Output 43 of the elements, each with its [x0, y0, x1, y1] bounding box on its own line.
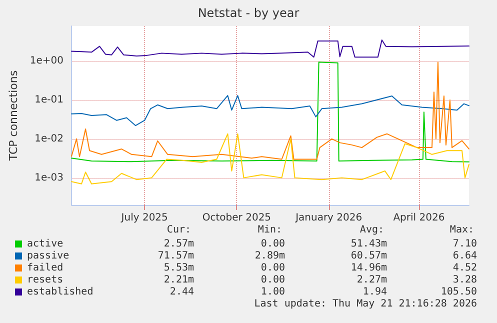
text: 2.89m: [254, 250, 286, 262]
x-tick-label: October 2025: [202, 212, 272, 224]
text: 4.52: [452, 262, 478, 274]
text: 6.64: [452, 250, 478, 262]
text: 3.28: [452, 274, 478, 286]
legend-label: failed: [27, 262, 64, 274]
y-tick-label: 1e-01: [34, 94, 64, 106]
text: Avg:: [360, 224, 384, 236]
text: Cur:: [166, 224, 192, 236]
y-tick-label: 1e-03: [34, 172, 64, 184]
text: 0.00: [260, 238, 286, 250]
text: 51.43m: [350, 238, 387, 250]
chart-title: Netstat - by year: [198, 6, 300, 20]
line-series: [71, 95, 470, 126]
y-tick-label: 1e+00: [30, 56, 64, 67]
text: 0.00: [260, 262, 286, 274]
legend-label: passive: [27, 250, 70, 262]
line-series: [71, 39, 470, 58]
text: 2.57m: [164, 238, 194, 250]
text: 2.44: [170, 286, 194, 298]
legend-label: established: [27, 286, 94, 298]
text: 2.27m: [356, 274, 388, 286]
legend-label: active: [27, 238, 64, 250]
x-tick-label: April 2026: [393, 212, 445, 224]
text: Last update: Thu May 21 21:16:28 2026: [254, 298, 478, 310]
text: 7.10: [452, 238, 478, 250]
text: Min:: [258, 224, 282, 236]
legend-label: resets: [27, 274, 64, 286]
text: 1.00: [260, 286, 286, 298]
text: 1.94: [362, 286, 388, 298]
text: 2.21m: [164, 274, 194, 286]
text: Max:: [450, 224, 474, 236]
text: 14.96m: [350, 262, 387, 274]
text: 105.50: [440, 286, 477, 298]
x-tick-label: January 2026: [294, 212, 362, 224]
text: 71.57m: [158, 250, 194, 262]
x-tick-label: July 2025: [120, 212, 168, 224]
text: 60.57m: [350, 250, 387, 262]
y-axis-title: TCP connections: [7, 70, 20, 162]
y-tick-label: 1e-02: [34, 133, 64, 144]
line-series: [71, 133, 470, 184]
text: 5.53m: [164, 262, 194, 274]
text: 0.00: [260, 274, 286, 286]
